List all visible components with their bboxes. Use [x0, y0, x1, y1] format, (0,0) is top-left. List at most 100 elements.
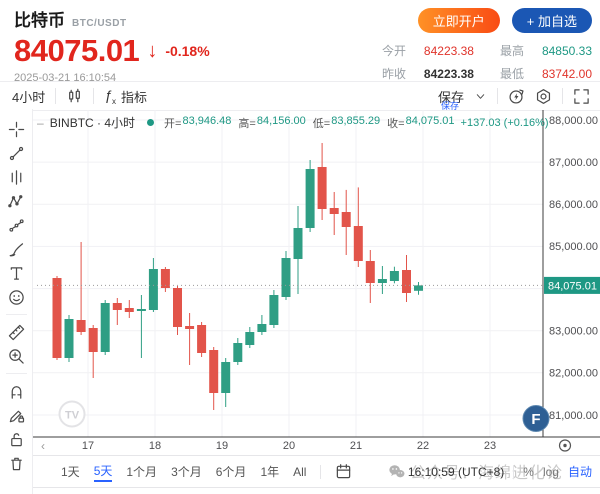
svg-text:21: 21 [350, 440, 362, 452]
gann-fib-icon[interactable] [8, 165, 25, 189]
price-change-percent: -0.18% [165, 43, 210, 59]
indicators-button[interactable]: ƒx 指标 [104, 86, 148, 106]
svg-text:83,000.00: 83,000.00 [549, 326, 598, 338]
candle [52, 276, 62, 360]
svg-text:23: 23 [484, 440, 496, 452]
stat-high: 最高 84850.33 [499, 43, 592, 59]
auto-scale-button[interactable]: 自动 [567, 465, 592, 479]
svg-text:84,075.01: 84,075.01 [548, 280, 597, 292]
svg-text:17: 17 [82, 440, 94, 452]
drawing-tools-sidebar [0, 109, 33, 494]
bottom-divider [320, 464, 322, 479]
current-price: 84075.01 [14, 33, 140, 68]
svg-text:22: 22 [417, 440, 429, 452]
svg-text:88,000.00: 88,000.00 [549, 115, 598, 127]
crosshair-icon[interactable] [8, 117, 25, 141]
tradingview-logo[interactable]: TV [58, 400, 86, 428]
draw-lock-icon[interactable] [8, 403, 25, 427]
range-tab-1年[interactable]: 1年 [260, 465, 280, 479]
chart-toolbar: 4小时 ƒx 指标 保存 保存 [0, 81, 600, 111]
stat-open: 今开 84223.38 [381, 43, 474, 59]
candle [341, 189, 351, 255]
percent-scale-button[interactable]: % [523, 464, 534, 479]
svg-text:82,000.00: 82,000.00 [549, 368, 598, 380]
candle [64, 315, 74, 362]
zoom-in-icon[interactable] [8, 344, 25, 368]
range-tab-6个月[interactable]: 6个月 [215, 465, 247, 479]
candle [185, 313, 195, 365]
ruler-icon[interactable] [8, 320, 25, 344]
watermark: 公众号：海绵进化论 [388, 457, 563, 485]
symbol-code: BTC/USDT [72, 18, 127, 29]
log-scale-button[interactable]: log [542, 464, 559, 479]
range-tab-5天[interactable]: 5天 [93, 462, 113, 482]
scale-collapse-icon[interactable]: ‹ [41, 439, 45, 453]
range-tab-3个月[interactable]: 3个月 [171, 465, 202, 479]
x-axis-settings-icon[interactable] [558, 439, 572, 452]
candle [414, 282, 423, 295]
candlestick-chart[interactable]: 88,000.00 87,000.00 86,000.00 85,000.00 84,0… [33, 110, 600, 455]
candle [269, 290, 279, 328]
interval-button[interactable]: 4小时 [12, 89, 46, 105]
legend-item: 低= 83,855.29 [312, 114, 381, 130]
add-watchlist-button[interactable]: + 加自选 [511, 8, 592, 33]
open-account-button[interactable]: 立即开户 [417, 8, 500, 33]
candle [136, 295, 146, 358]
candle [365, 250, 375, 303]
svg-text:20: 20 [283, 440, 295, 452]
candle [221, 358, 231, 407]
go-to-date-calendar-icon[interactable] [335, 463, 352, 480]
range-tab-All[interactable]: All [293, 464, 307, 479]
watermark-text: 公众号：海绵进化论 [410, 465, 564, 482]
legend-item: 收= 84,075.01 [387, 114, 455, 130]
time-axis[interactable]: 17 18 19 20 21 22 23 [82, 440, 496, 452]
text-tool-icon[interactable] [8, 261, 25, 285]
svg-text:F: F [531, 411, 540, 428]
stat-low: 最低 83742.00 [499, 66, 592, 82]
settings-gear-icon[interactable] [535, 88, 552, 105]
legend-collapse-icon[interactable]: – [37, 115, 44, 130]
candle [305, 160, 315, 232]
prediction-icon[interactable] [8, 213, 25, 237]
price-axis[interactable]: 88,000.00 87,000.00 86,000.00 85,000.00 84,0… [549, 115, 598, 422]
candle [353, 187, 363, 267]
chevron-down-icon[interactable] [474, 90, 487, 103]
toolbar-divider [497, 88, 498, 104]
svg-text:85,000.00: 85,000.00 [549, 241, 598, 253]
snapshot-camera-icon[interactable] [508, 88, 525, 105]
candle [124, 300, 134, 318]
save-button[interactable]: 保存 保存 [437, 89, 464, 112]
candle [329, 192, 339, 235]
current-price-badge: 84,075.01 [544, 276, 600, 294]
toolbar-divider [55, 88, 57, 104]
brush-icon[interactable] [8, 237, 25, 261]
svg-text:81,000.00: 81,000.00 [549, 410, 598, 422]
fullscreen-icon[interactable] [573, 88, 590, 105]
magnet-icon[interactable] [8, 379, 25, 403]
broker-logo: F [522, 405, 550, 432]
emoji-icon[interactable] [8, 285, 25, 309]
range-tab-1个月[interactable]: 1个月 [126, 465, 158, 479]
save-tooltip: 保存 [440, 101, 459, 111]
candle [245, 327, 255, 348]
fx-icon: ƒx [104, 86, 117, 106]
sidebar-divider [5, 373, 27, 374]
lock-icon[interactable] [8, 427, 25, 451]
svg-text:19: 19 [216, 440, 228, 452]
wechat-icon [389, 464, 405, 477]
chart-style-candles-icon[interactable] [66, 88, 83, 105]
legend-series-title: BINBTC · 4小时 [49, 116, 136, 130]
grid-lines [33, 110, 543, 437]
candle [377, 266, 387, 294]
trash-icon[interactable] [8, 451, 25, 475]
session-clock[interactable]: 16:10:59 (UTC+8) [407, 464, 505, 479]
xabcd-pattern-icon[interactable] [7, 189, 25, 213]
trend-line-icon[interactable] [8, 141, 25, 165]
candle [197, 322, 207, 357]
range-tab-1天[interactable]: 1天 [61, 465, 80, 479]
candle [389, 266, 399, 284]
symbol-name: 比特币 [14, 11, 65, 30]
legend-item: 开= 83,946.48 [164, 114, 232, 130]
svg-text:18: 18 [149, 440, 161, 452]
candle [209, 347, 219, 410]
